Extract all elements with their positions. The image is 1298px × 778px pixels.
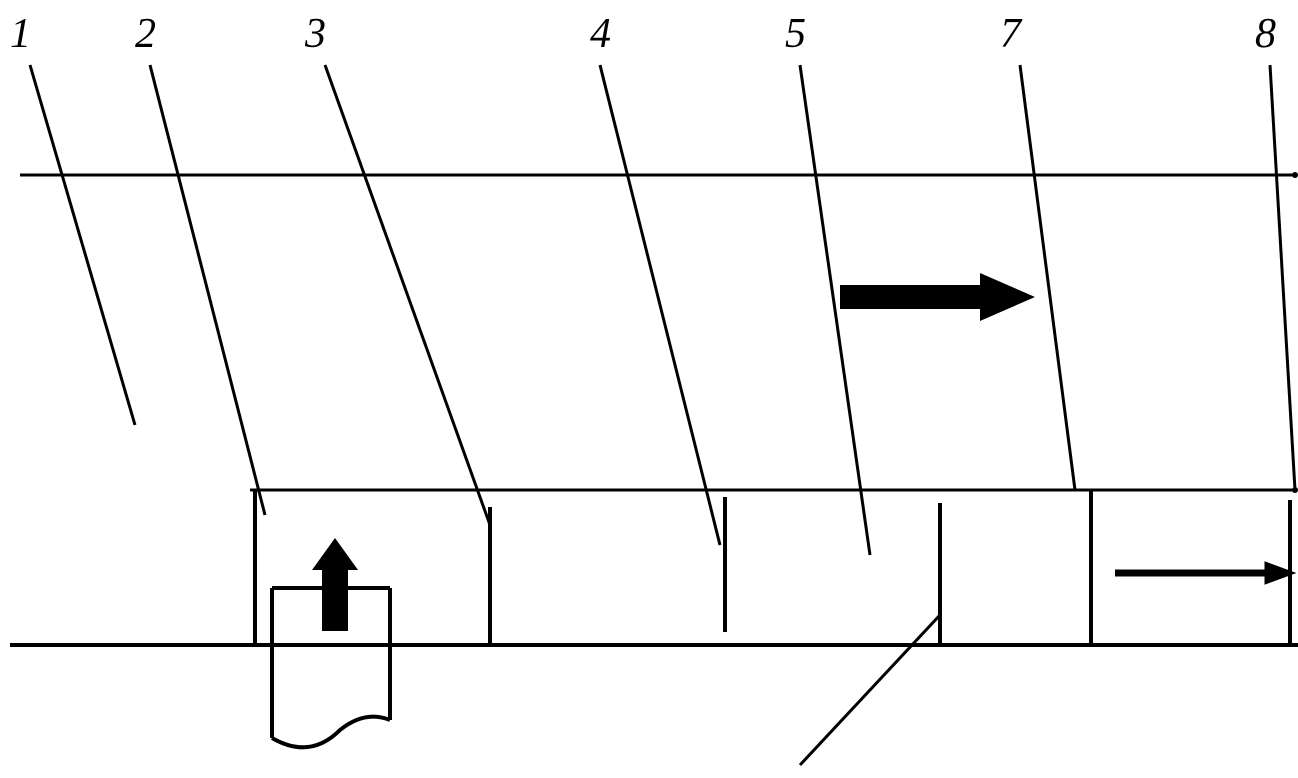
horizontal-lines — [10, 175, 1298, 645]
arrow-up-body — [323, 565, 347, 631]
leader-1 — [30, 65, 135, 425]
label-3: 3 — [305, 10, 326, 58]
dot-1 — [1292, 172, 1298, 178]
label-1: 1 — [10, 10, 31, 58]
inlet-curve — [272, 717, 390, 748]
arrow-right-icon — [840, 273, 1035, 321]
dot-2 — [1292, 487, 1298, 493]
label-7: 7 — [1000, 10, 1021, 58]
leader-8 — [1270, 65, 1295, 490]
leader-lines — [30, 65, 1295, 765]
label-2: 2 — [135, 10, 156, 58]
vertical-ticks — [255, 490, 1290, 645]
flow-arrow-large — [840, 273, 1035, 321]
label-8: 8 — [1255, 10, 1276, 58]
leader-7 — [1020, 65, 1075, 490]
label-4: 4 — [590, 10, 611, 58]
leader-2 — [150, 65, 265, 515]
leader-bottom — [800, 615, 940, 765]
leader-3 — [325, 65, 490, 525]
outlet-arrow — [1115, 562, 1295, 584]
leader-5 — [800, 65, 870, 555]
inlet-arrow — [312, 538, 358, 631]
leader-4 — [600, 65, 720, 545]
diagram-canvas — [0, 0, 1298, 778]
label-5: 5 — [785, 10, 806, 58]
